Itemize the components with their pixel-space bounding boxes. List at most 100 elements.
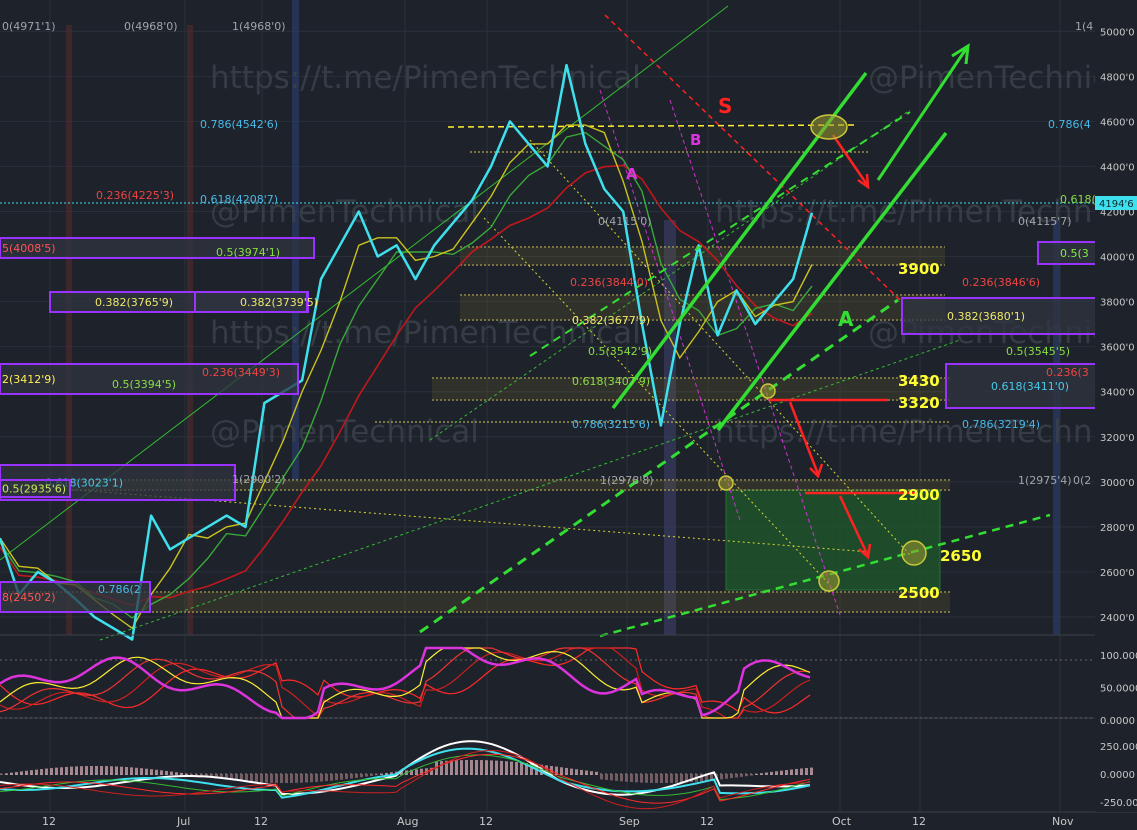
histogram-bar xyxy=(685,774,688,783)
histogram-bar xyxy=(515,762,518,775)
fib-box-label: 2(3412'9) xyxy=(2,373,56,386)
histogram-bar xyxy=(120,766,123,775)
header-label: 0(4971'1) xyxy=(2,20,56,33)
histogram-bar xyxy=(455,760,458,775)
histogram-bar xyxy=(810,767,813,775)
price-axis[interactable]: 2400'0 2600'0 2800'0 3000'0 3200'0 3400'0 3600… xyxy=(1100,27,1135,624)
osc2-line xyxy=(0,753,811,804)
histogram-bar xyxy=(630,774,633,783)
histogram-bar xyxy=(755,773,758,775)
histogram-bar xyxy=(200,774,203,777)
histogram-bar xyxy=(430,767,433,775)
right-axis-bg xyxy=(1095,0,1137,812)
histogram-bar xyxy=(260,774,263,783)
histogram-bar xyxy=(65,766,68,775)
fib-box-label: 5(4008'5) xyxy=(2,242,56,255)
watermark-handle: @PimenTechnical xyxy=(210,194,479,230)
histogram-bar xyxy=(415,769,418,775)
histogram-bar xyxy=(675,774,678,783)
fib-level-label: 0.786(3215'6) xyxy=(572,418,650,431)
x-tick-label: 12 xyxy=(700,815,714,828)
label-s: S xyxy=(718,94,732,118)
histogram-bar xyxy=(435,761,438,775)
fib-box-label: 0.382(3739'5) xyxy=(240,296,318,309)
red-targets xyxy=(770,134,918,560)
osc2-tick-label: -250.000 xyxy=(1100,798,1137,809)
fib-box-label: 8(2450'2) xyxy=(2,591,56,604)
histogram-bar xyxy=(595,771,598,775)
histogram-bar xyxy=(230,774,233,781)
histogram-bar xyxy=(740,774,743,777)
histogram-bar xyxy=(170,771,173,775)
histogram-bar xyxy=(645,774,648,783)
histogram-bar xyxy=(760,773,763,775)
fib-level-label: 0(4115'7) xyxy=(1018,215,1072,228)
histogram-bar xyxy=(480,760,483,775)
histogram-bar xyxy=(445,760,448,775)
histogram-bar xyxy=(730,774,733,779)
fib-level-label: 0(2 xyxy=(1073,474,1091,487)
fib-box xyxy=(0,237,315,259)
histogram-bar xyxy=(380,773,383,775)
oscillator-axis[interactable]: 0.0000 50.0000 100.000 -250.000 0.0000 250.00… xyxy=(1100,651,1137,809)
y-tick-label: 4800'0 xyxy=(1100,72,1135,83)
histogram-bar xyxy=(795,768,798,775)
fib-level-label: 1(2978'8) xyxy=(600,474,654,487)
histogram-bar xyxy=(745,774,748,777)
y-tick-label: 3200'0 xyxy=(1100,433,1135,444)
histogram-bar xyxy=(130,767,133,775)
histogram-bar xyxy=(580,769,583,775)
fib-level-label: 0.5(3974'1) xyxy=(216,246,280,259)
histogram-bar xyxy=(345,774,348,780)
histogram-bar xyxy=(775,771,778,775)
histogram-bar xyxy=(35,769,38,775)
histogram-bar xyxy=(620,774,623,782)
osc2-tick-label: 0.0000 xyxy=(1100,770,1135,781)
fib-level-label: 0(4115'0) xyxy=(598,215,652,228)
histogram-bar xyxy=(135,767,138,775)
histogram-bar xyxy=(605,774,608,780)
histogram-bar xyxy=(340,774,343,780)
fib-level-label: 0.618(3407'9) xyxy=(572,375,650,388)
histogram-bar xyxy=(20,771,23,775)
label-a-pink: A xyxy=(626,165,638,183)
watermark-handle: @PimenTechnical xyxy=(868,60,1137,96)
histogram-bar xyxy=(225,774,228,780)
histogram-bar xyxy=(165,770,168,775)
vbar-blue-2 xyxy=(664,220,676,635)
fib-box xyxy=(0,363,299,395)
histogram-bar xyxy=(495,760,498,775)
histogram-bar xyxy=(805,767,808,775)
y-tick-label: 4200'0 xyxy=(1100,207,1135,218)
histogram-bar xyxy=(330,774,333,781)
y-tick-label: 3400'0 xyxy=(1100,388,1135,399)
histogram-bar xyxy=(750,774,753,776)
histogram-bar xyxy=(310,774,313,783)
fib-level-label: 0.786(3219'4) xyxy=(962,418,1040,431)
histogram-bar xyxy=(140,768,143,775)
watermark-url: https://t.me/PimenTechnical xyxy=(210,60,641,96)
label-2650: 2650 xyxy=(940,547,982,565)
histogram-bar xyxy=(690,774,693,783)
histogram-bar xyxy=(575,769,578,775)
histogram-bar xyxy=(640,774,643,783)
histogram-bar xyxy=(590,771,593,775)
histogram-bar xyxy=(95,766,98,775)
fib-level-label: 0.5(3542'9) xyxy=(588,345,652,358)
histogram-bar xyxy=(50,768,53,775)
y-tick-label: 5000'0 xyxy=(1100,27,1135,38)
histogram-bar xyxy=(650,774,653,783)
histogram-bar xyxy=(355,774,358,778)
histogram-bar xyxy=(250,774,253,782)
y-tick-label: 2400'0 xyxy=(1100,613,1135,624)
histogram-bar xyxy=(90,766,93,775)
histogram-bar xyxy=(180,772,183,775)
histogram-bar xyxy=(30,770,33,775)
label-a-green: A xyxy=(838,307,854,331)
header-label: 0(4968'0) xyxy=(124,20,178,33)
histogram-bar xyxy=(475,760,478,775)
osc2-line xyxy=(0,749,811,810)
time-axis[interactable]: 12 Jul 12 Aug 12 Sep 12 Oct 12 Nov xyxy=(42,815,1074,828)
